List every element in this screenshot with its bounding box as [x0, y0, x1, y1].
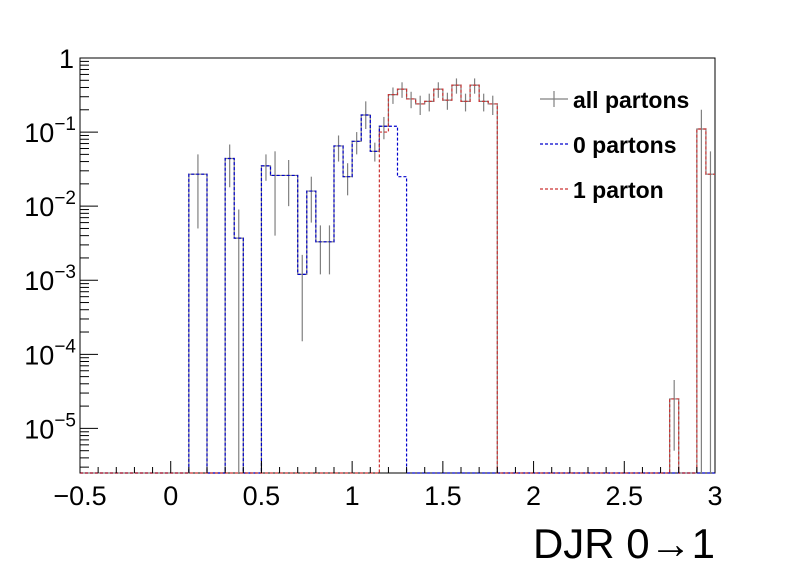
y-tick-label: 1 [59, 44, 74, 74]
plot-frame [79, 57, 716, 474]
series-1-parton-step [80, 84, 715, 474]
legend-label-all-partons: all partons [573, 87, 689, 113]
legend-label-1-parton: 1 parton [573, 177, 664, 203]
x-tick-label: −0.5 [53, 481, 106, 511]
y-tick-label: 10−1 [24, 114, 76, 148]
x-tick-label: 1.5 [424, 481, 462, 511]
x-tick-label: 0 [163, 481, 178, 511]
x-tick-label: 2 [526, 481, 541, 511]
tick-layer: −0.5 0 0.5 1 1.5 2 2.5 3 1 10−1 10−2 10−3 10−4 10−5 [24, 44, 722, 511]
series-layer [80, 78, 715, 474]
y-tick-label: 10−3 [24, 262, 76, 296]
x-tick-label: 2.5 [606, 481, 644, 511]
x-tick-label: 0.5 [243, 481, 281, 511]
x-tick-label: 3 [707, 481, 722, 511]
series-0-partons-step [80, 114, 715, 474]
y-tick-label: 10−4 [24, 336, 76, 370]
x-tick-label: 1 [345, 481, 360, 511]
x-axis-title: DJR 0→1 [533, 520, 715, 567]
y-tick-label: 10−2 [24, 188, 76, 222]
legend-label-0-partons: 0 partons [573, 132, 677, 158]
legend: all partons 0 partons 1 parton [540, 87, 689, 203]
y-tick-label: 10−5 [24, 410, 76, 444]
